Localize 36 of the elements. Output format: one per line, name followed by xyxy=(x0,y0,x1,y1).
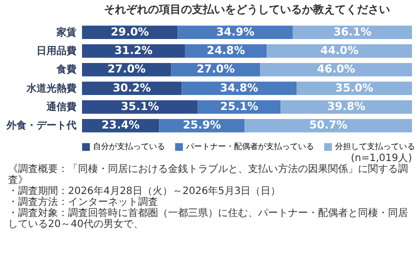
data-label: 29.0% xyxy=(110,25,149,38)
y-tick-label: 食費 xyxy=(56,64,76,76)
text: ・調査期間：2026年4月28日（火）～2026年5月3日（日） xyxy=(8,186,282,197)
y-tick-label: 外食・デート代 xyxy=(6,120,76,132)
y-tick-label: 日用品費 xyxy=(36,45,76,57)
chart-title: それぞれの項目の支払いをどうしているか教えてください xyxy=(104,3,390,16)
y-tick-label: 家賃 xyxy=(56,26,76,38)
text: ・調査対象：調査回答時に首都圏（一都三県）に住む、パートナー・配偶者と同棲・同居している20～40代の男女で、 xyxy=(8,208,409,230)
data-label: 24.8% xyxy=(206,44,245,57)
legend-label: 分担して支払っている xyxy=(335,142,415,151)
data-label: 30.2% xyxy=(112,81,151,94)
data-label: 35.0% xyxy=(335,81,374,94)
data-label: 27.0% xyxy=(107,62,146,76)
y-tick-label: 通信費 xyxy=(46,101,76,113)
legend-label: パートナー・配偶者が支払っている xyxy=(185,142,314,151)
data-label: 27.0% xyxy=(196,62,235,76)
text: ・調査方法：インターネット調査 xyxy=(8,197,159,208)
data-label: 36.1% xyxy=(333,25,372,38)
text: 《調査概要：「同棲・同居における金銭トラブルと、支払い方法の因果関係」に関する調査》 xyxy=(8,164,409,186)
data-label: 34.8% xyxy=(220,81,258,94)
text: (n=1,019人) xyxy=(350,153,412,164)
y-tick-label: 水道光熱費 xyxy=(26,82,76,94)
data-label: 35.1% xyxy=(120,100,159,113)
data-label: 25.9% xyxy=(182,118,222,132)
legend-label: 自分が支払っている xyxy=(93,142,165,151)
data-label: 34.9% xyxy=(216,25,254,38)
data-label: 25.1% xyxy=(220,100,258,113)
data-label: 23.4% xyxy=(102,118,140,132)
bar xyxy=(292,26,412,40)
data-label: 46.0% xyxy=(317,62,356,76)
bar xyxy=(244,118,412,132)
bar xyxy=(260,62,412,76)
data-label: 50.7% xyxy=(309,118,348,132)
data-label: 39.8% xyxy=(327,100,366,113)
data-label: 31.2% xyxy=(114,44,153,57)
data-label: 44.0% xyxy=(320,44,358,57)
